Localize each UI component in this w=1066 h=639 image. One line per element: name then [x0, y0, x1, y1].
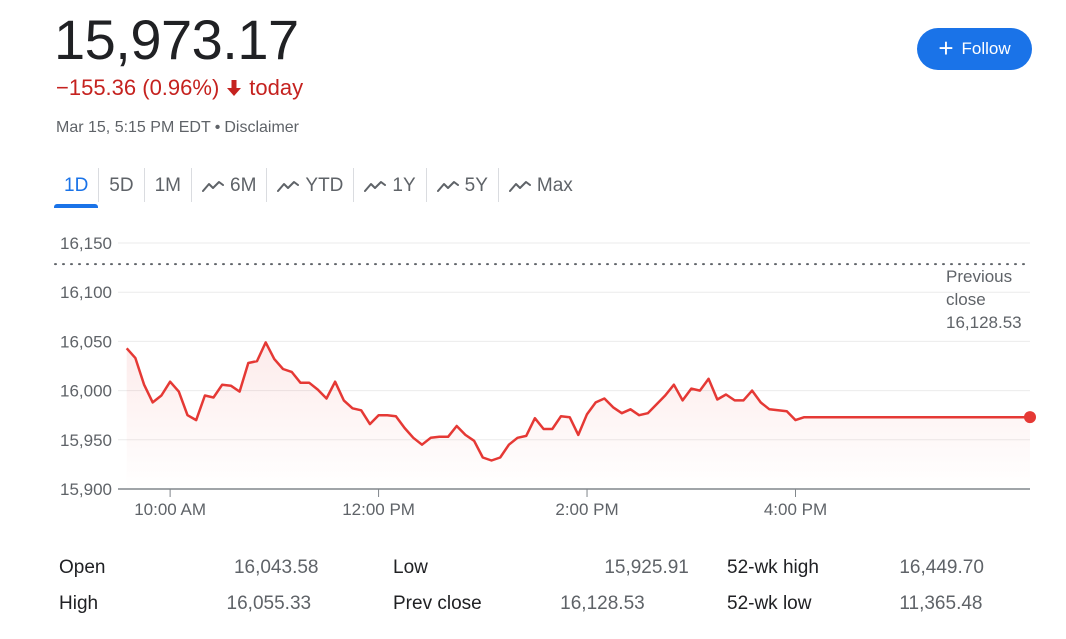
stat-low-label: Low: [393, 557, 428, 578]
tab-label: 1D: [64, 175, 89, 196]
trend-line-icon: [364, 181, 387, 192]
stat-low: Low 15,925.91: [393, 556, 689, 580]
tab-separator: [143, 168, 145, 202]
stat-open: Open 16,043.58: [59, 556, 318, 580]
stat-52wk-low-label: 52-wk low: [727, 593, 812, 614]
price-change-value: −155.36 (0.96%): [56, 75, 220, 100]
previous-close-label: Previous: [946, 267, 1012, 286]
x-tick-label: 4:00 PM: [764, 500, 827, 519]
tab-range-ytd[interactable]: YTD: [267, 168, 353, 204]
tab-label: YTD: [305, 175, 344, 196]
tab-range-5d[interactable]: 5D: [99, 168, 143, 204]
y-tick-label: 16,100: [60, 283, 112, 302]
tab-range-1d[interactable]: 1D: [54, 168, 99, 208]
price-change-suffix: today: [249, 75, 304, 100]
tab-separator: [353, 168, 355, 202]
tab-range-6m[interactable]: 6M: [192, 168, 266, 204]
arrow-down-icon: [227, 80, 242, 96]
tab-range-1y[interactable]: 1Y: [354, 168, 425, 204]
stat-prev-close-value: 16,128.53: [560, 593, 645, 614]
y-tick-label: 16,150: [60, 234, 112, 253]
tab-label: Max: [536, 175, 573, 196]
x-axis-labels: 10:00 AM 12:00 PM 2:00 PM 4:00 PM: [134, 489, 827, 519]
tab-label: 5Y: [464, 175, 488, 196]
price-line: [125, 341, 1030, 462]
previous-close-value: 16,128.53: [946, 313, 1022, 332]
tab-separator: [98, 168, 100, 202]
stat-open-label: Open: [59, 557, 106, 578]
stat-low-value: 15,925.91: [604, 557, 689, 578]
price-change: −155.36 (0.96%) today: [56, 74, 303, 102]
stat-high: High 16,055.33: [59, 592, 311, 616]
trend-line-icon: [508, 181, 531, 192]
range-tabs: 1D 5D 1M 6M YTD 1Y 5Y Max: [54, 168, 583, 208]
stat-high-label: High: [59, 593, 99, 614]
tab-label: 5D: [109, 175, 134, 196]
stat-high-value: 16,055.33: [226, 593, 312, 614]
trend-line-icon: [202, 181, 224, 192]
tab-separator: [191, 168, 192, 202]
stat-52wk-high: 52-wk high 16,449.70: [727, 556, 984, 580]
tab-range-max[interactable]: Max: [499, 168, 583, 204]
stat-prev-close: Prev close 16,128.53: [393, 592, 645, 616]
tab-separator: [497, 168, 499, 202]
y-tick-label: 15,950: [60, 431, 112, 450]
x-tick-label: 10:00 AM: [134, 500, 206, 519]
stat-52wk-high-value: 16,449.70: [899, 557, 984, 578]
stat-52wk-high-label: 52-wk high: [727, 557, 819, 578]
tab-label: 6M: [230, 175, 257, 196]
x-tick-label: 12:00 PM: [342, 500, 415, 519]
stat-open-value: 16,043.58: [233, 557, 319, 578]
current-price: 15,973.17: [54, 8, 299, 71]
y-tick-label: 16,000: [60, 382, 112, 401]
disclaimer-link[interactable]: Disclaimer: [224, 119, 299, 136]
tab-range-5y[interactable]: 5Y: [427, 168, 498, 204]
tab-label: 1M: [154, 175, 181, 196]
previous-close-label-2: close: [946, 290, 986, 309]
tab-range-1m[interactable]: 1M: [145, 168, 191, 204]
y-axis-labels: 16,150 16,100 16,050 16,000 15,950 15,900: [60, 234, 112, 499]
stat-52wk-low: 52-wk low 11,365.48: [727, 592, 982, 616]
trend-line-icon: [277, 181, 300, 192]
quote-timestamp: Mar 15, 5:15 PM EDT • Disclaimer: [56, 118, 299, 138]
tab-label: 1Y: [392, 175, 416, 196]
separator-dot: •: [214, 119, 221, 136]
follow-button[interactable]: + Follow: [917, 28, 1032, 70]
stat-prev-close-label: Prev close: [393, 593, 482, 614]
price-area-fill: [126, 342, 1030, 489]
x-tick-label: 2:00 PM: [555, 500, 618, 519]
stat-52wk-low-value: 11,365.48: [899, 593, 983, 614]
follow-button-label: Follow: [961, 39, 1011, 58]
trend-line-icon: [436, 181, 459, 192]
y-tick-label: 16,050: [60, 332, 112, 351]
timestamp-text: Mar 15, 5:15 PM EDT: [56, 119, 211, 136]
plus-icon: +: [938, 33, 954, 63]
y-tick-label: 15,900: [60, 480, 112, 499]
tab-separator: [425, 168, 427, 202]
current-price-marker: [1024, 411, 1036, 424]
tab-separator: [266, 168, 268, 202]
price-chart: 16,150 16,100 16,050 16,000 15,950 15,900 10:…: [54, 234, 1036, 519]
